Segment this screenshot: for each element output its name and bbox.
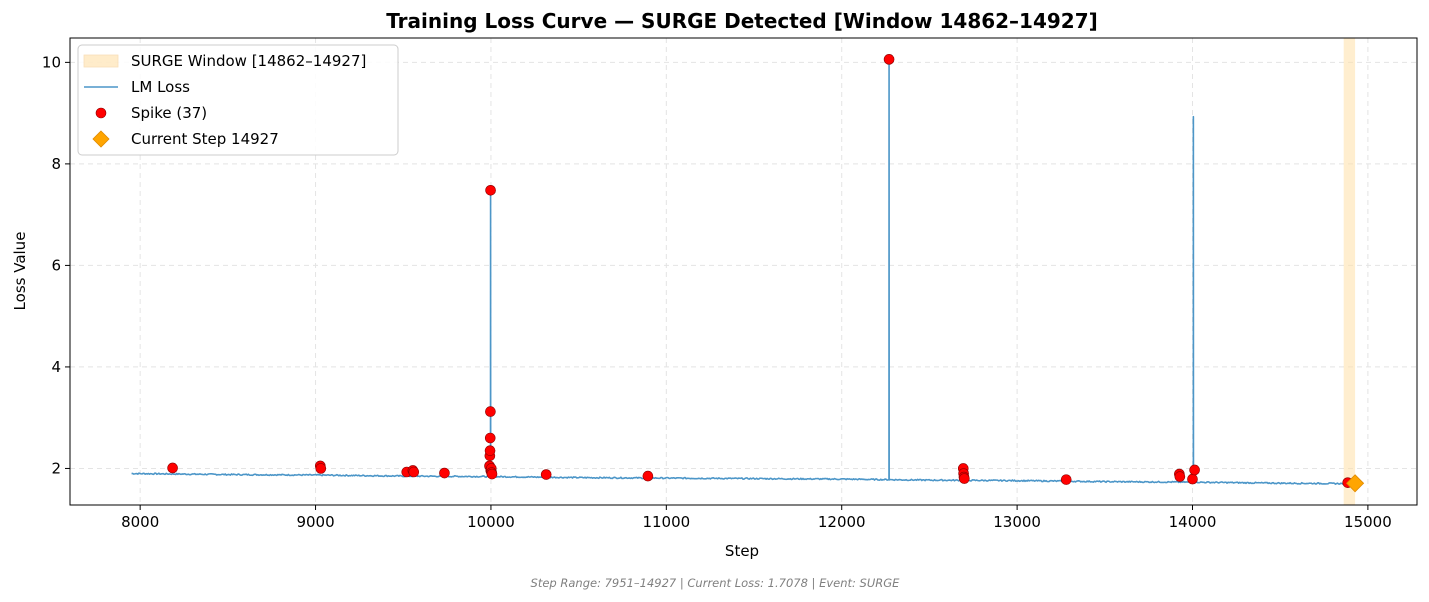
surge-window-band [1343, 38, 1356, 505]
legend-label: SURGE Window [14862–14927] [131, 52, 366, 70]
spike-point [167, 462, 178, 474]
legend-label: LM Loss [131, 78, 190, 96]
plot-frame [69, 37, 1418, 506]
x-tick-label: 8000 [121, 513, 159, 531]
spike-point [484, 432, 496, 444]
spike-point [439, 467, 450, 479]
surge-window-region [1343, 38, 1356, 505]
spike-point [883, 54, 895, 65]
spike-point [642, 470, 654, 482]
x-tick-label: 14000 [1169, 513, 1217, 531]
lm-loss-line [131, 58, 1355, 486]
legend-box [77, 44, 399, 156]
spike-point [1060, 474, 1072, 485]
y-tick-label: 10 [42, 53, 61, 71]
legend-swatch-spike [95, 107, 107, 119]
legend: SURGE Window [14862–14927] LM Loss Spike (… [77, 44, 399, 156]
spike-point [408, 466, 420, 478]
legend-label: Current Step 14927 [131, 130, 279, 148]
spike-point [485, 184, 496, 196]
legend-swatch-surge-window [83, 54, 119, 68]
x-tick-label: 11000 [642, 513, 690, 531]
legend-swatch-current-step [92, 130, 110, 148]
y-axis-label: Loss Value [11, 232, 29, 311]
y-tick-label: 2 [51, 459, 61, 477]
spike-point [540, 469, 552, 480]
current-step-marker [1346, 474, 1365, 493]
x-axis-ticks: 8000 9000 10000 11000 12000 13000 14000 15000 [121, 505, 1392, 531]
lm-loss-series [131, 58, 1355, 486]
spike-point [485, 406, 496, 417]
x-tick-label: 12000 [818, 513, 866, 531]
y-axis-ticks: 2 4 6 8 10 [42, 53, 70, 477]
current-step-series [1346, 474, 1365, 493]
legend-label: Spike (37) [131, 104, 207, 122]
spike-point [315, 463, 327, 474]
x-tick-label: 15000 [1344, 513, 1392, 531]
spike-point [1174, 471, 1186, 482]
y-tick-label: 4 [51, 358, 61, 376]
spike-point [959, 473, 970, 484]
spike-point [484, 445, 496, 456]
x-tick-label: 10000 [467, 513, 515, 531]
spike-point [486, 468, 498, 480]
spike-point [1189, 464, 1200, 476]
x-tick-label: 13000 [993, 513, 1041, 531]
spike-point [1187, 473, 1198, 485]
footer-caption: Step Range: 7951–14927 | Current Loss: 1… [531, 576, 901, 590]
x-axis-label: Step [725, 542, 759, 560]
chart-title: Training Loss Curve — SURGE Detected [Wi… [386, 9, 1098, 33]
spike-series [167, 54, 1354, 488]
x-tick-label: 9000 [296, 513, 334, 531]
y-tick-label: 8 [51, 155, 61, 173]
y-tick-label: 6 [51, 256, 61, 274]
